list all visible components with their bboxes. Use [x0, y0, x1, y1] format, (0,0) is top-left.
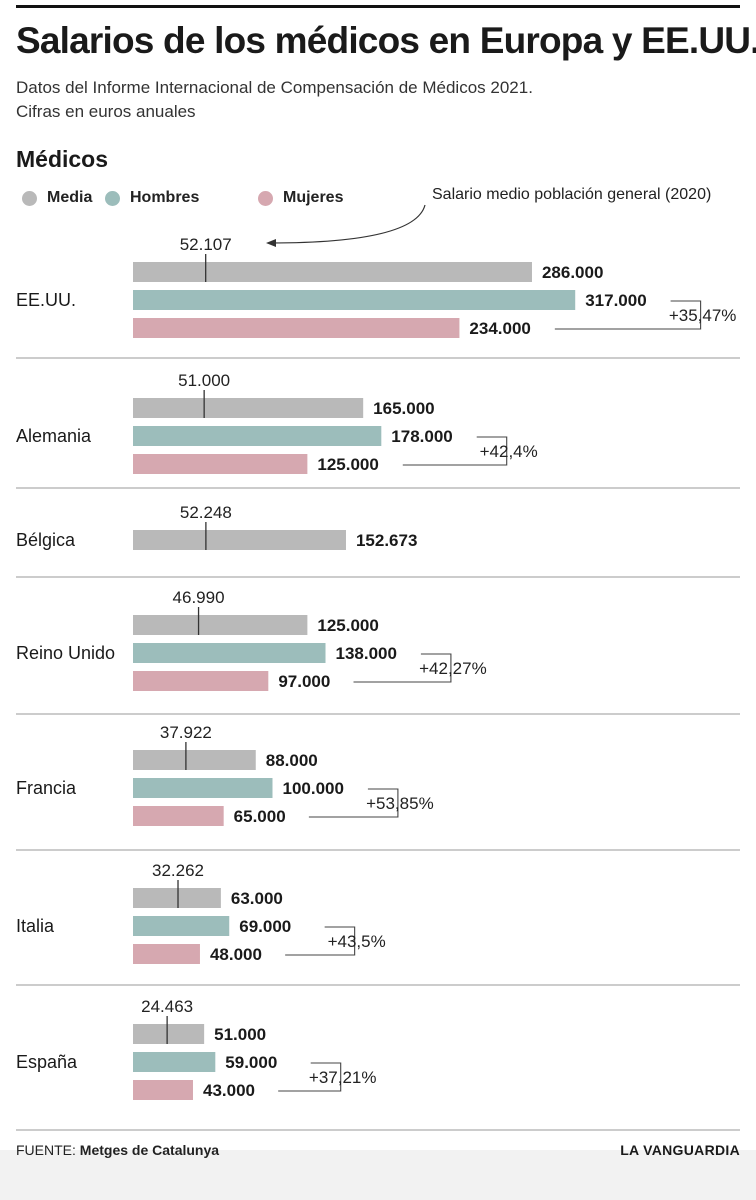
bar-media-francia	[133, 750, 256, 770]
gap-label-alemania: +42,4%	[480, 442, 538, 461]
bar-media-ee-uu	[133, 262, 532, 282]
subtitle-line-1: Datos del Informe Internacional de Compe…	[16, 78, 533, 97]
value-label-media-espa-a: 51.000	[214, 1025, 266, 1044]
country-label-ee-uu: EE.UU.	[16, 290, 76, 310]
gap-label-italia: +43,5%	[328, 932, 386, 951]
value-label-mujeres-ee-uu: 234.000	[469, 319, 530, 338]
gap-label-espa-a: +37,21%	[309, 1068, 377, 1087]
value-label-mujeres-alemania: 125.000	[317, 455, 378, 474]
value-label-hombres-italia: 69.000	[239, 917, 291, 936]
gap-bracket-reino-unido	[353, 653, 452, 683]
general-salary-label-alemania: 51.000	[178, 371, 230, 390]
reference-arrow-head	[266, 239, 276, 247]
legend-dot-media	[22, 190, 37, 206]
bar-mujeres-ee-uu	[133, 318, 460, 338]
gap-bracket-francia	[308, 788, 399, 818]
gap-bracket-espa-a	[278, 1062, 342, 1092]
country-label-alemania: Alemania	[16, 426, 92, 446]
general-salary-label-francia: 37.922	[160, 723, 212, 742]
source-prefix: FUENTE:	[16, 1142, 76, 1158]
bar-media-b-lgica	[133, 530, 346, 550]
value-label-media-alemania: 165.000	[373, 399, 434, 418]
source-name: Metges de Catalunya	[79, 1142, 220, 1158]
gap-bracket-alemania	[402, 436, 508, 466]
general-salary-label-b-lgica: 52.248	[180, 503, 232, 522]
bar-hombres-francia	[133, 778, 273, 798]
gap-bracket-italia	[285, 926, 356, 956]
legend-label-hombres: Hombres	[130, 189, 200, 206]
value-label-mujeres-reino-unido: 97.000	[278, 672, 330, 691]
bar-mujeres-alemania	[133, 454, 308, 474]
reference-arrow-line	[269, 204, 426, 244]
bar-hombres-espa-a	[133, 1052, 216, 1072]
bar-media-reino-unido	[133, 615, 308, 635]
value-label-hombres-reino-unido: 138.000	[336, 644, 397, 663]
value-label-hombres-espa-a: 59.000	[225, 1053, 277, 1072]
bar-mujeres-italia	[133, 944, 200, 964]
general-salary-label-italia: 32.262	[152, 861, 204, 880]
legend-label-mujeres: Mujeres	[283, 189, 344, 206]
value-label-mujeres-francia: 65.000	[234, 807, 286, 826]
bar-hombres-italia	[133, 916, 230, 936]
legend-label-media: Media	[47, 189, 93, 206]
country-label-reino-unido: Reino Unido	[16, 643, 115, 663]
general-salary-label-reino-unido: 46.990	[173, 588, 225, 607]
bar-chart: EE.UU. 286.000 317.000 234.000 52.107 +35,47%…	[16, 204, 740, 1131]
general-salary-label-espa-a: 24.463	[141, 997, 193, 1016]
bar-mujeres-francia	[133, 806, 224, 826]
value-label-mujeres-italia: 48.000	[210, 945, 262, 964]
country-label-francia: Francia	[16, 778, 77, 798]
reference-salary-label: Salario medio población general (2020)	[432, 186, 712, 203]
gap-bracket-ee-uu	[554, 300, 702, 330]
page-title: Salarios de los médicos en Europa y EE.U…	[16, 20, 756, 61]
value-label-media-reino-unido: 125.000	[317, 616, 378, 635]
country-label-italia: Italia	[16, 916, 55, 936]
bar-media-italia	[133, 888, 221, 908]
legend-item-media: Media	[22, 187, 92, 209]
value-label-hombres-francia: 100.000	[283, 779, 344, 798]
bar-media-alemania	[133, 398, 364, 418]
bar-mujeres-espa-a	[133, 1080, 193, 1100]
section-title: Médicos	[16, 146, 109, 172]
gap-label-reino-unido: +42,27%	[419, 659, 487, 678]
legend-dot-hombres	[105, 190, 120, 206]
legend-dot-mujeres	[258, 190, 273, 206]
value-label-media-francia: 88.000	[266, 751, 318, 770]
infographic-card: Salarios de los médicos en Europa y EE.U…	[0, 0, 756, 1158]
value-label-media-b-lgica: 152.673	[356, 531, 417, 550]
value-label-hombres-alemania: 178.000	[391, 427, 452, 446]
value-label-hombres-ee-uu: 317.000	[585, 291, 646, 310]
subtitle-line-2: Cifras en euros anuales	[16, 102, 196, 121]
bar-hombres-alemania	[133, 426, 382, 446]
bar-media-espa-a	[133, 1024, 205, 1044]
country-label-b-lgica: Bélgica	[16, 530, 76, 550]
general-salary-label-ee-uu: 52.107	[180, 235, 232, 254]
brand-logo-text: LA VANGUARDIA	[620, 1142, 740, 1158]
bar-hombres-ee-uu	[133, 290, 576, 310]
top-rule	[16, 5, 740, 8]
value-label-media-ee-uu: 286.000	[542, 263, 603, 282]
legend-item-mujeres: Mujeres	[258, 187, 343, 209]
gap-label-francia: +53,85%	[366, 794, 434, 813]
country-label-espa-a: España	[16, 1052, 78, 1072]
source-line: FUENTE: Metges de Catalunya	[16, 1142, 219, 1158]
gap-label-ee-uu: +35,47%	[669, 306, 737, 325]
value-label-mujeres-espa-a: 43.000	[203, 1081, 255, 1100]
bar-mujeres-reino-unido	[133, 671, 269, 691]
value-label-media-italia: 63.000	[231, 889, 283, 908]
legend-item-hombres: Hombres	[105, 187, 199, 209]
bar-hombres-reino-unido	[133, 643, 326, 663]
